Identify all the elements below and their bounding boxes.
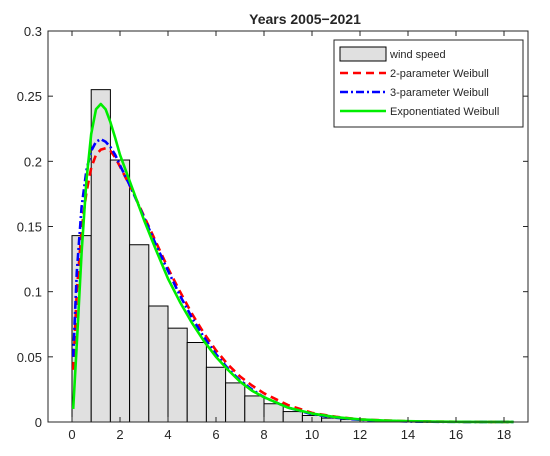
y-tick-label: 0.25 — [17, 89, 42, 104]
legend-label: 2-parameter Weibull — [390, 68, 489, 80]
histogram-bar — [90, 89, 111, 423]
series-line-3 — [71, 102, 514, 424]
x-tick-label: 4 — [164, 427, 171, 442]
legend-swatch — [339, 46, 387, 62]
x-tick-label: 10 — [305, 427, 319, 442]
histogram-bar — [244, 395, 265, 423]
x-tick-label: 6 — [212, 427, 219, 442]
x-tick-label: 18 — [497, 427, 511, 442]
histogram-bar — [129, 244, 150, 423]
x-tick-label: 0 — [68, 427, 75, 442]
histogram-bar — [186, 341, 207, 423]
x-tick-label: 2 — [116, 427, 123, 442]
y-tick-label: 0.2 — [24, 154, 42, 169]
y-tick-label: 0.05 — [17, 350, 42, 365]
legend-label: Exponentiated Weibull — [390, 106, 499, 118]
histogram-bar — [225, 382, 246, 423]
legend-label: wind speed — [389, 49, 446, 61]
x-tick-label: 14 — [401, 427, 415, 442]
x-tick-label: 12 — [353, 427, 367, 442]
y-tick-label: 0.3 — [24, 24, 42, 39]
legend: wind speed 2-parameter Weibull 3-parameter… — [333, 39, 524, 128]
chart-title: Years 2005−2021 — [249, 11, 361, 27]
histogram-bar — [109, 159, 131, 423]
histogram-bar — [148, 305, 169, 423]
histogram-bar — [263, 403, 284, 423]
histogram-bar — [167, 327, 188, 423]
axes: 0 2 4 6 8 10 12 14 16 18 0 0.05 0.1 0.15 0.2 0.25 0.3 — [17, 24, 529, 442]
x-tick-label: 8 — [260, 427, 267, 442]
y-tick-label: 0.1 — [24, 285, 42, 300]
fitted-lines — [71, 102, 514, 424]
histogram-bars — [71, 89, 515, 423]
histogram-bar — [282, 411, 303, 423]
legend-label: 3-parameter Weibull — [390, 87, 489, 99]
y-tick-label: 0 — [35, 415, 42, 430]
y-tick-label: 0.15 — [17, 220, 42, 235]
histogram-bar — [205, 366, 227, 423]
x-tick-label: 16 — [449, 427, 463, 442]
